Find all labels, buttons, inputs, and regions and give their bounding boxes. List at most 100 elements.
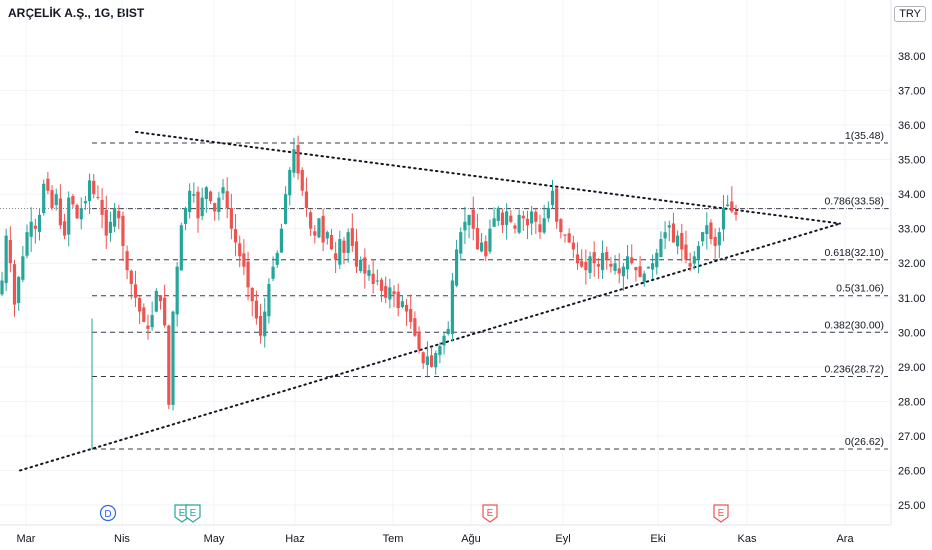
candle-body bbox=[588, 256, 592, 273]
candle-body bbox=[525, 218, 530, 226]
candle-body bbox=[667, 225, 671, 228]
candle-body bbox=[701, 232, 705, 242]
candle-body bbox=[492, 218, 496, 227]
candle-body bbox=[713, 236, 717, 246]
candle-body bbox=[692, 256, 696, 264]
time-tick-label: May bbox=[204, 533, 225, 545]
candle-body bbox=[646, 266, 651, 269]
price-tick-label: 25.00 bbox=[898, 500, 926, 512]
candle-body bbox=[167, 325, 171, 405]
candle-body bbox=[104, 210, 108, 236]
candle-body bbox=[325, 232, 329, 239]
time-tick-label: Tem bbox=[383, 533, 404, 545]
candle-body bbox=[671, 223, 676, 243]
candle-body bbox=[129, 270, 133, 284]
candle-body bbox=[142, 307, 146, 322]
candle-body bbox=[283, 194, 288, 224]
candle-body bbox=[688, 263, 692, 267]
candle-body bbox=[233, 229, 238, 243]
currency-button[interactable]: TRY bbox=[894, 6, 926, 22]
candle-body bbox=[267, 283, 271, 317]
time-tick-label: Nis bbox=[114, 533, 130, 545]
time-tick-label: Haz bbox=[285, 533, 305, 545]
candle-body bbox=[21, 256, 25, 280]
candle-body bbox=[484, 241, 488, 257]
candle-body bbox=[404, 304, 409, 312]
candle-body bbox=[421, 352, 425, 364]
candle-body bbox=[229, 207, 233, 229]
price-tick-label: 27.00 bbox=[898, 431, 926, 443]
candle-body bbox=[50, 190, 54, 208]
earnings-marker bbox=[482, 504, 498, 523]
candle-body bbox=[575, 254, 580, 264]
candle-body bbox=[175, 266, 179, 315]
price-tick-label: 26.00 bbox=[898, 465, 926, 477]
candle-body bbox=[338, 239, 342, 265]
triangle-trendlines bbox=[19, 130, 841, 472]
candle-body bbox=[559, 219, 563, 233]
candle-body bbox=[592, 252, 596, 264]
candle-body bbox=[71, 196, 75, 205]
candle-body bbox=[146, 325, 150, 329]
candle-body bbox=[634, 267, 638, 271]
candle-body bbox=[530, 211, 534, 224]
candle-body bbox=[726, 204, 730, 207]
candle-body bbox=[208, 191, 213, 202]
candle-body bbox=[75, 205, 79, 219]
candle-body bbox=[396, 291, 400, 309]
time-axis: Mar Nis May Haz Tem Ağu Eyl Eki Kas Ara bbox=[0, 524, 891, 545]
candle-body bbox=[609, 264, 613, 267]
candle-body bbox=[334, 253, 338, 260]
grid bbox=[0, 0, 891, 525]
price-tick-label: 29.00 bbox=[898, 362, 926, 374]
candle-body bbox=[192, 194, 196, 196]
candle-body bbox=[655, 252, 659, 268]
candle-body bbox=[204, 187, 208, 200]
time-tick-label: Ara bbox=[836, 533, 854, 545]
candle-body bbox=[0, 280, 4, 295]
candle-body bbox=[425, 356, 429, 365]
candle-body bbox=[534, 211, 538, 222]
candle-body bbox=[488, 228, 492, 252]
candle-body bbox=[258, 315, 263, 336]
candle-body bbox=[58, 198, 62, 226]
candle-body bbox=[8, 239, 12, 264]
candle-body bbox=[92, 180, 96, 195]
candle-body bbox=[33, 225, 37, 229]
price-tick-label: 31.00 bbox=[898, 293, 926, 305]
candle-body bbox=[242, 253, 246, 267]
price-tick-label: 37.00 bbox=[898, 86, 926, 98]
candle-body bbox=[150, 315, 154, 328]
candle-body bbox=[37, 214, 42, 232]
candle-body bbox=[442, 335, 446, 346]
dividend-marker bbox=[99, 504, 117, 522]
candle-body bbox=[238, 243, 242, 257]
candle-body bbox=[62, 221, 67, 236]
candle-body bbox=[717, 232, 721, 246]
candle-body bbox=[12, 264, 17, 305]
price-tick-label: 30.00 bbox=[898, 327, 926, 339]
candle-body bbox=[17, 277, 21, 304]
candle-body bbox=[538, 224, 542, 233]
price-tick-label: 35.00 bbox=[898, 155, 926, 167]
candle-body bbox=[300, 170, 304, 191]
candle-body bbox=[29, 221, 33, 237]
candle-body bbox=[571, 242, 575, 250]
candle-body bbox=[417, 331, 421, 350]
time-tick-label: Mar bbox=[17, 533, 36, 545]
candle-body bbox=[296, 145, 300, 174]
candle-body bbox=[25, 232, 29, 256]
candle-body bbox=[521, 215, 525, 219]
earnings-marker bbox=[713, 504, 729, 523]
candle-body bbox=[221, 187, 225, 194]
candle-body bbox=[546, 207, 550, 219]
candle-body bbox=[359, 259, 363, 271]
candle-body bbox=[183, 207, 188, 224]
fib-level-label: 0.5(31.06) bbox=[836, 283, 884, 295]
candle-body bbox=[292, 149, 296, 173]
candle-body bbox=[450, 280, 455, 335]
candle-body bbox=[600, 252, 605, 271]
fibonacci-levels: 1(35.48) 0.786(33.58) 0.618(32.10) 0.5(31.0… bbox=[0, 130, 891, 450]
time-tick-label: Ağu bbox=[461, 533, 481, 545]
